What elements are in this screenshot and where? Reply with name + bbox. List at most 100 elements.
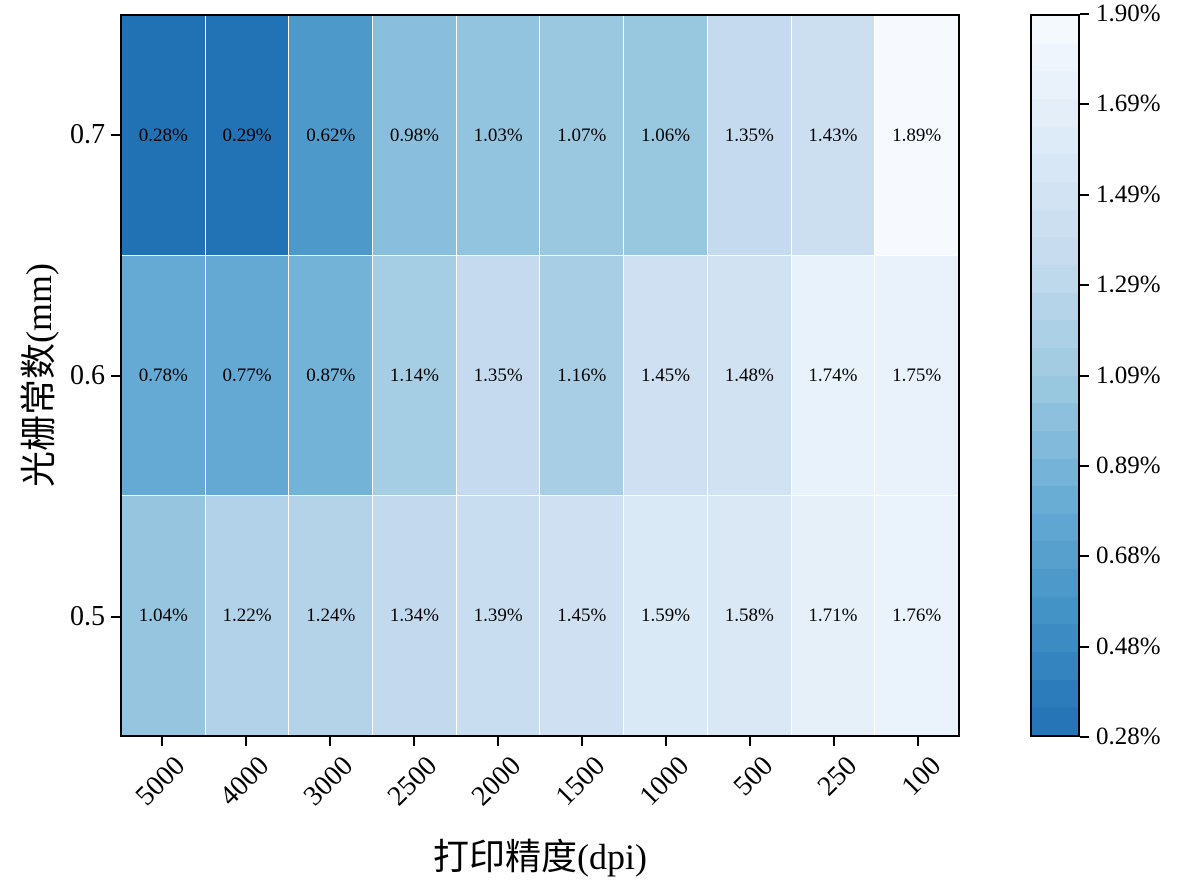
colorbar-step <box>1032 264 1078 293</box>
colorbar-step <box>1032 292 1078 321</box>
colorbar-tick-mark <box>1080 284 1089 287</box>
heatmap-cell: 1.06% <box>624 16 707 255</box>
heatmap-cell: 0.87% <box>289 256 373 495</box>
cell-value-label: 0.28% <box>138 125 188 146</box>
colorbar-step <box>1032 71 1078 99</box>
colorbar-tick-mark <box>1080 464 1089 467</box>
y-tick-label: 0.5 <box>70 600 105 632</box>
heatmap-cell: 0.98% <box>373 16 456 255</box>
cell-value-label: 0.98% <box>389 125 439 146</box>
heatmap-cell: 1.58% <box>707 496 791 735</box>
colorbar-tick-label: 1.09% <box>1096 361 1161 389</box>
x-tick-mark <box>665 737 667 746</box>
heatmap-cell: 1.35% <box>456 256 540 495</box>
heatmap-cell: 1.74% <box>791 256 875 495</box>
colorbar-step <box>1032 347 1078 376</box>
colorbar-step <box>1032 624 1078 653</box>
cell-value-label: 1.74% <box>808 365 858 386</box>
heatmap-cell: 1.07% <box>540 16 624 255</box>
colorbar-step <box>1032 43 1078 72</box>
colorbar-step <box>1032 98 1078 127</box>
colorbar-step <box>1032 16 1078 44</box>
x-tick-mark <box>917 737 919 746</box>
cell-value-label: 1.14% <box>389 365 439 386</box>
heatmap-cell: 1.76% <box>875 496 958 735</box>
y-tick-mark <box>111 615 120 618</box>
colorbar-step <box>1032 569 1078 597</box>
colorbar-tick-mark <box>1080 13 1089 15</box>
cell-value-label: 1.58% <box>724 605 774 626</box>
colorbar-step <box>1032 320 1078 348</box>
heatmap-cell: 1.71% <box>791 496 875 735</box>
heatmap-cell: 1.45% <box>624 256 707 495</box>
colorbar-tick-mark <box>1080 736 1089 738</box>
colorbar-step <box>1032 375 1078 404</box>
colorbar-step <box>1032 430 1078 459</box>
heatmap-cell: 1.89% <box>875 16 958 255</box>
cell-value-label: 1.75% <box>892 365 942 386</box>
heatmap-cell: 1.04% <box>122 496 205 735</box>
colorbar-tick-label: 1.49% <box>1096 180 1161 208</box>
colorbar-tick-label: 1.90% <box>1096 0 1161 27</box>
cell-value-label: 1.22% <box>222 605 272 626</box>
colorbar-gradient <box>1032 16 1078 736</box>
x-tick-mark <box>413 737 415 746</box>
colorbar-tick-label: 0.28% <box>1096 723 1161 750</box>
colorbar-step <box>1032 707 1078 736</box>
colorbar-tick-label: 1.29% <box>1096 271 1161 299</box>
cell-value-label: 1.39% <box>473 605 523 626</box>
cell-value-label: 1.04% <box>138 605 188 626</box>
heatmap-cell: 0.62% <box>289 16 373 255</box>
x-tick-mark <box>245 737 247 746</box>
colorbar-step <box>1032 486 1078 514</box>
colorbar-tick-label: 0.48% <box>1096 632 1161 660</box>
heatmap-cell: 1.16% <box>540 256 624 495</box>
colorbar-step <box>1032 154 1078 182</box>
colorbar-step <box>1032 209 1078 238</box>
cell-value-label: 0.87% <box>306 365 356 386</box>
heatmap-cell: 1.24% <box>289 496 373 735</box>
cell-value-label: 1.89% <box>892 125 942 146</box>
heatmap-cell: 1.34% <box>373 496 456 735</box>
plot-area: 0.28% 0.29% 0.62% 0.98% 1.03% 1.07% 1.06% 1.35%… <box>120 14 960 737</box>
colorbar-step <box>1032 126 1078 155</box>
cell-value-label: 1.76% <box>892 605 942 626</box>
heatmap-cell: 1.45% <box>540 496 624 735</box>
heatmap-grid: 0.28% 0.29% 0.62% 0.98% 1.03% 1.07% 1.06% 1.35%… <box>122 16 958 735</box>
x-tick-mark <box>581 737 583 746</box>
heatmap-cell: 0.78% <box>122 256 205 495</box>
colorbar-step <box>1032 679 1078 708</box>
x-tick-mark <box>161 737 163 746</box>
colorbar-tick-mark <box>1080 555 1089 558</box>
cell-value-label: 0.78% <box>138 365 188 386</box>
heatmap-cell: 1.22% <box>205 496 289 735</box>
cell-value-label: 1.03% <box>473 125 523 146</box>
heatmap-cell: 1.14% <box>373 256 456 495</box>
heatmap-cell: 0.28% <box>122 16 205 255</box>
cell-value-label: 0.29% <box>222 125 272 146</box>
cell-value-label: 1.06% <box>641 125 691 146</box>
cell-value-label: 1.07% <box>557 125 607 146</box>
y-tick-label: 0.6 <box>70 359 105 391</box>
heatmap-cell: 0.77% <box>205 256 289 495</box>
x-tick-mark <box>497 737 499 746</box>
cell-value-label: 1.24% <box>306 605 356 626</box>
x-tick-mark <box>329 737 331 746</box>
cell-value-label: 1.45% <box>557 605 607 626</box>
cell-value-label: 1.34% <box>389 605 439 626</box>
heatmap-cell: 1.59% <box>624 496 707 735</box>
colorbar-step <box>1032 181 1078 210</box>
cell-value-label: 1.59% <box>641 605 691 626</box>
heatmap-cell: 1.03% <box>456 16 540 255</box>
colorbar-step <box>1032 237 1078 265</box>
colorbar-tick-mark <box>1080 645 1089 648</box>
colorbar-step <box>1032 513 1078 542</box>
colorbar-step <box>1032 403 1078 431</box>
heatmap-cell: 1.75% <box>875 256 958 495</box>
colorbar-tick-mark <box>1080 374 1089 377</box>
heatmap-cell: 1.43% <box>791 16 875 255</box>
cell-value-label: 1.35% <box>473 365 523 386</box>
colorbar-step <box>1032 652 1078 680</box>
cell-value-label: 1.35% <box>724 125 774 146</box>
